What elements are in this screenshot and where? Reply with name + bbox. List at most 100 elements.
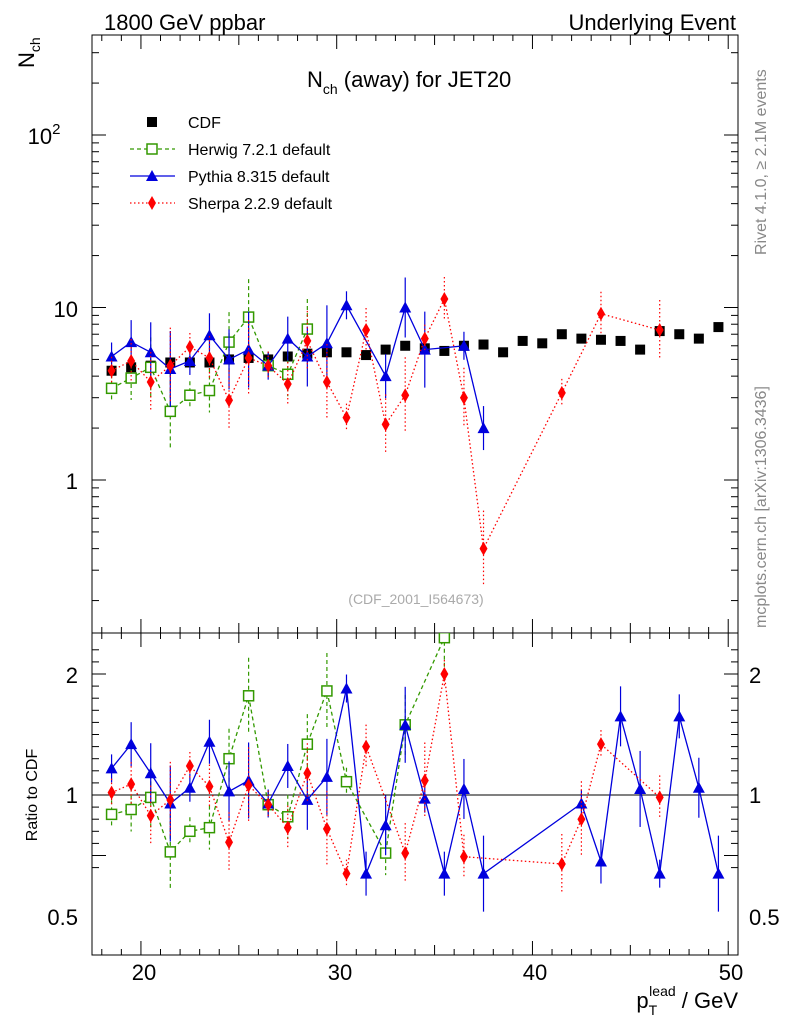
main-axis-ticks: [92, 35, 738, 633]
ratio-sherpa-point: [322, 821, 331, 836]
main-cdf-point: [556, 329, 567, 340]
ratio-herwig-point: [203, 821, 216, 834]
ratio-pythia-point: [360, 867, 373, 879]
main-ylabel: Nch: [14, 37, 43, 68]
ratio-pythia-point: [438, 867, 451, 879]
main-cdf-point: [576, 333, 587, 344]
ratio-sherpa-point: [577, 812, 586, 827]
ratio-sherpa-point: [166, 792, 175, 807]
ratio-pythia-point: [673, 710, 686, 722]
main-cdf-point: [498, 347, 509, 358]
main-pythia-point: [183, 354, 196, 366]
mcplots-label: mcplots.cern.ch [arXiv:1306.3436]: [753, 386, 770, 628]
main-pythia-point: [105, 350, 118, 362]
main-sherpa-point: [303, 333, 312, 348]
ratio-pythia-point: [418, 792, 431, 804]
ratio-pythia-point: [634, 782, 647, 794]
legend-marker-cdf: [147, 117, 157, 127]
ratio-ytick-1-label-right: 1: [749, 783, 761, 808]
header-right: Underlying Event: [568, 10, 736, 35]
ratio-sherpa-point: [244, 778, 253, 793]
main-cdf-point: [478, 339, 489, 350]
ratio-pythia-point: [653, 867, 666, 879]
main-herwig-line: [111, 315, 308, 413]
ratio-pythia-point: [340, 682, 353, 694]
main-sherpa-point: [205, 350, 214, 365]
ratio-pythia-point: [614, 710, 627, 722]
ratio-herwig-point: [105, 808, 118, 821]
ratio-ytick-05-label-right: 0.5: [749, 905, 780, 930]
ratio-herwig-point: [321, 685, 333, 697]
legend-marker-sherpa: [148, 196, 156, 210]
main-sherpa-point: [107, 363, 116, 378]
analysis-tag: (CDF_2001_I564673): [348, 591, 483, 607]
main-herwig-point: [164, 405, 177, 418]
ratio-pythia-point: [203, 735, 216, 747]
ratio-pythia-point: [457, 782, 470, 794]
main-pythia-point: [125, 336, 138, 348]
ratio-ytick-2-label: 2: [66, 663, 78, 688]
ratio-sherpa-point: [107, 785, 116, 800]
main-pythia-point: [379, 370, 392, 382]
main-sherpa-point: [362, 323, 371, 338]
ratio-ytick-05-label: 0.5: [47, 905, 78, 930]
ratio-herwig-line: [111, 637, 445, 856]
main-cdf-point: [615, 335, 626, 346]
ratio-pythia-point: [399, 718, 412, 730]
ratio-sherpa-point: [303, 766, 312, 781]
ratio-axis-ticks: [92, 633, 738, 955]
main-sherpa-point: [146, 374, 155, 389]
xtick-20-label: 20: [132, 960, 156, 985]
main-pythia-point: [457, 339, 470, 351]
main-cdf-point: [674, 329, 685, 340]
rivet-label: Rivet 4.1.0, ≥ 2.1M events: [753, 69, 770, 255]
main-cdf-point: [595, 334, 606, 345]
ratio-herwig-point: [125, 803, 137, 816]
ratio-herwig-point: [242, 690, 255, 702]
main-sherpa-point: [381, 417, 390, 432]
main-sherpa-point: [557, 385, 566, 400]
main-sherpa-point: [342, 410, 351, 425]
ratio-pythia-point: [183, 781, 196, 793]
main-pythia-point: [477, 422, 490, 434]
ratio-pythia-point: [594, 855, 607, 867]
ytick-100-label: 102: [28, 121, 61, 149]
ratio-sherpa-point: [205, 779, 214, 794]
main-sherpa-point: [401, 388, 410, 403]
ratio-pythia-point: [125, 738, 138, 750]
ratio-herwig-point: [340, 775, 353, 788]
main-cdf-point: [713, 322, 724, 333]
ratio-pythia-point: [379, 819, 392, 831]
main-herwig-point: [105, 382, 118, 395]
main-herwig-point: [184, 389, 196, 401]
main-sherpa-point: [283, 377, 292, 392]
main-sherpa-point: [420, 331, 429, 346]
ratio-sherpa-point: [440, 667, 449, 681]
main-sherpa-point: [322, 374, 331, 389]
xtick-40-label: 40: [523, 960, 547, 985]
legend-label-pythia: Pythia 8.315 default: [188, 169, 330, 186]
main-sherpa-point: [127, 353, 136, 368]
ratio-sherpa-point: [127, 777, 136, 792]
main-sherpa-point: [185, 340, 194, 355]
ratio-sherpa-line: [111, 673, 661, 876]
ratio-ytick-1-label: 1: [66, 783, 78, 808]
main-sherpa-point: [225, 393, 234, 408]
ytick-10-label: 10: [54, 297, 78, 322]
ratio-pythia-point: [223, 785, 236, 797]
main-pythia-point: [340, 299, 353, 311]
main-cdf-point: [635, 344, 646, 355]
xtick-50-label: 50: [719, 960, 743, 985]
ratio-herwig-point: [282, 811, 294, 823]
ratio-sherpa-point: [264, 797, 273, 812]
ratio-herwig-point: [164, 846, 177, 858]
ratio-sherpa-point: [283, 820, 292, 835]
legend: CDF Herwig 7.2.1 default Pythia 8.315 de…: [130, 115, 333, 213]
ratio-pythia-point: [477, 867, 490, 879]
ratio-ylabel: Ratio to CDF: [24, 749, 41, 842]
main-cdf-point: [400, 340, 411, 351]
ratio-sherpa-point: [225, 835, 234, 850]
ratio-sherpa-point: [655, 790, 664, 805]
main-cdf-point: [439, 345, 450, 356]
ratio-sherpa-point: [342, 866, 351, 881]
